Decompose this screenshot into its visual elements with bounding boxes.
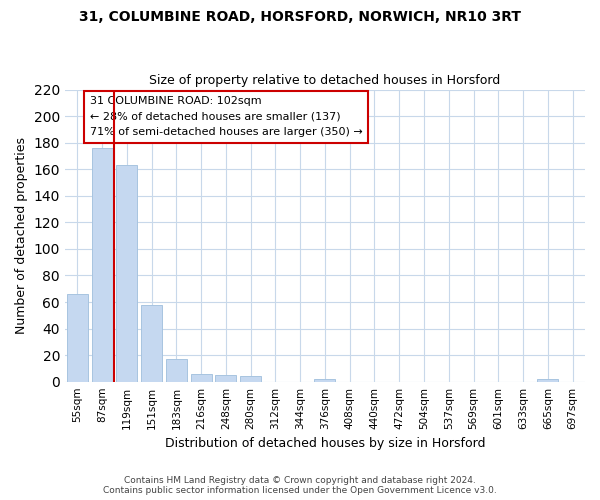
Bar: [314, 379, 335, 382]
Text: 31, COLUMBINE ROAD, HORSFORD, NORWICH, NR10 3RT: 31, COLUMBINE ROAD, HORSFORD, NORWICH, N…: [79, 10, 521, 24]
X-axis label: Distribution of detached houses by size in Horsford: Distribution of detached houses by size …: [165, 437, 485, 450]
Y-axis label: Number of detached properties: Number of detached properties: [15, 137, 28, 334]
Title: Size of property relative to detached houses in Horsford: Size of property relative to detached ho…: [149, 74, 500, 87]
Bar: [240, 376, 261, 382]
Bar: [141, 304, 162, 382]
Text: Contains HM Land Registry data © Crown copyright and database right 2024.
Contai: Contains HM Land Registry data © Crown c…: [103, 476, 497, 495]
Bar: [67, 294, 88, 382]
Bar: [215, 375, 236, 382]
Bar: [116, 165, 137, 382]
Text: 31 COLUMBINE ROAD: 102sqm
← 28% of detached houses are smaller (137)
71% of semi: 31 COLUMBINE ROAD: 102sqm ← 28% of detac…: [89, 96, 362, 138]
Bar: [166, 359, 187, 382]
Bar: [92, 148, 113, 382]
Bar: [191, 374, 212, 382]
Bar: [538, 379, 559, 382]
